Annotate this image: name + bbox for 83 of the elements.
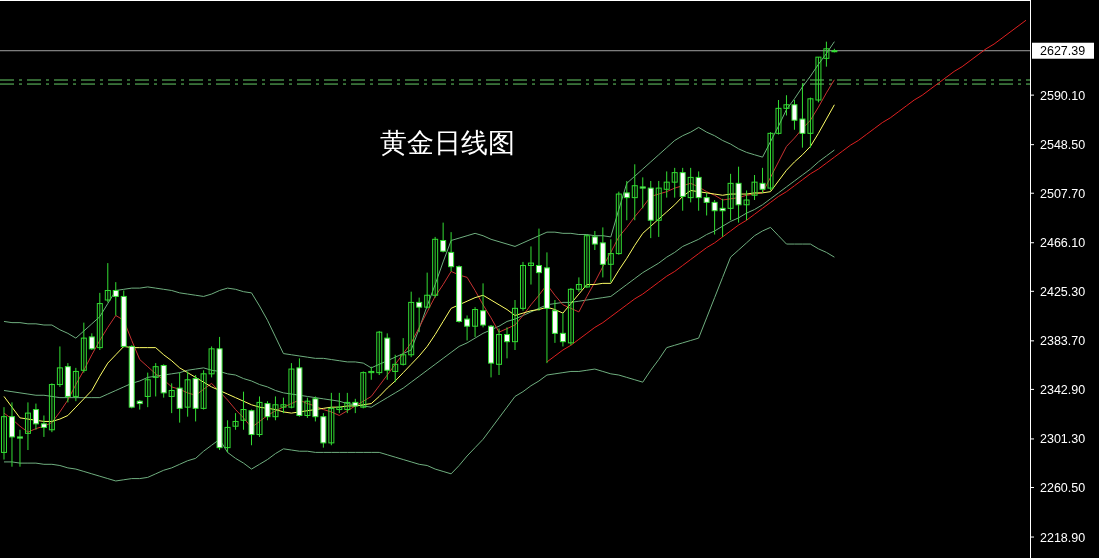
candlestick: [727, 173, 734, 221]
candlestick: [224, 419, 231, 453]
candlestick: [775, 99, 782, 136]
candlestick: [719, 198, 726, 238]
candlestick: [392, 354, 399, 383]
candlestick: [807, 97, 814, 149]
candlestick: [32, 403, 39, 431]
candlestick: [40, 414, 47, 438]
candlestick: [631, 163, 638, 221]
candlestick: [519, 261, 526, 312]
candlestick: [16, 429, 23, 468]
candlestick: [823, 41, 830, 68]
candlestick: [248, 409, 255, 446]
y-tick-label: 2425.30: [1040, 284, 1086, 299]
candlestick: [464, 314, 471, 341]
candlestick: [735, 166, 742, 224]
candlestick: [104, 262, 111, 303]
candlestick: [591, 230, 598, 251]
candlestick: [72, 367, 79, 402]
candlestick: [24, 401, 31, 451]
candlestick: [80, 322, 87, 374]
candlestick: [551, 299, 558, 344]
candlestick: [663, 170, 670, 199]
candlestick: [168, 382, 175, 414]
candlestick: [256, 395, 263, 438]
candlestick: [535, 228, 542, 312]
candlestick: [599, 226, 606, 278]
candlestick: [679, 167, 686, 212]
candlestick: [112, 281, 119, 316]
candlestick: [152, 362, 159, 397]
y-tick-label: 2383.70: [1040, 334, 1086, 349]
candlestick: [711, 199, 718, 236]
candlestick: [440, 222, 447, 253]
candlestick: [559, 312, 566, 347]
candlestick: [424, 272, 431, 309]
title: 黄金日线图: [379, 128, 515, 158]
y-tick-label: 2260.50: [1040, 481, 1086, 496]
candlestick: [184, 370, 191, 418]
candlestick: [472, 306, 479, 338]
y-tick-label: 2466.10: [1040, 236, 1086, 251]
y-tick-label: 2548.50: [1040, 138, 1086, 153]
y-tick-label: 2342.90: [1040, 382, 1086, 397]
y-tick-label: 2507.70: [1040, 186, 1086, 201]
candlestick: [0, 406, 7, 461]
y-tick-label: 2218.90: [1040, 530, 1086, 545]
candlestick: [480, 282, 487, 328]
candlestick: [8, 401, 15, 468]
candlestick: [344, 392, 351, 414]
candlestick: [504, 326, 511, 359]
y-tick-label: 2590.10: [1040, 88, 1086, 103]
candlestick: [336, 392, 343, 414]
candlestick: [623, 180, 630, 221]
y-tick-label: 2301.30: [1040, 432, 1086, 447]
candlestick: [144, 372, 151, 408]
candlestick: [272, 395, 279, 421]
candlestick: [783, 94, 790, 116]
candlestick: [312, 395, 319, 422]
candlestick: [416, 297, 423, 333]
candlestick: [607, 238, 614, 283]
candlestick: [703, 192, 710, 216]
ref-line-label: 2627.39: [1040, 44, 1086, 59]
candlestick: [799, 82, 806, 149]
candlestick: [408, 291, 415, 358]
candlestick: [328, 392, 335, 446]
candlestick: [743, 189, 750, 221]
candlestick: [639, 176, 646, 209]
candlestick: [512, 299, 518, 351]
candlestick: [695, 170, 702, 212]
candlestick: [496, 328, 503, 376]
candlestick: [448, 231, 455, 272]
candlestick: [400, 337, 407, 366]
candlestick: [671, 167, 678, 199]
candlestick: [96, 292, 103, 351]
candlestick: [176, 372, 183, 424]
candlestick: [759, 167, 766, 194]
candlestick: [655, 180, 662, 238]
candlestick: [527, 245, 534, 286]
candlestick: [56, 345, 63, 388]
candlestick: [687, 167, 694, 203]
candlestick: [791, 99, 798, 131]
candlestick: [751, 174, 758, 201]
candlestick: [240, 391, 247, 431]
candlestick: [575, 276, 582, 293]
